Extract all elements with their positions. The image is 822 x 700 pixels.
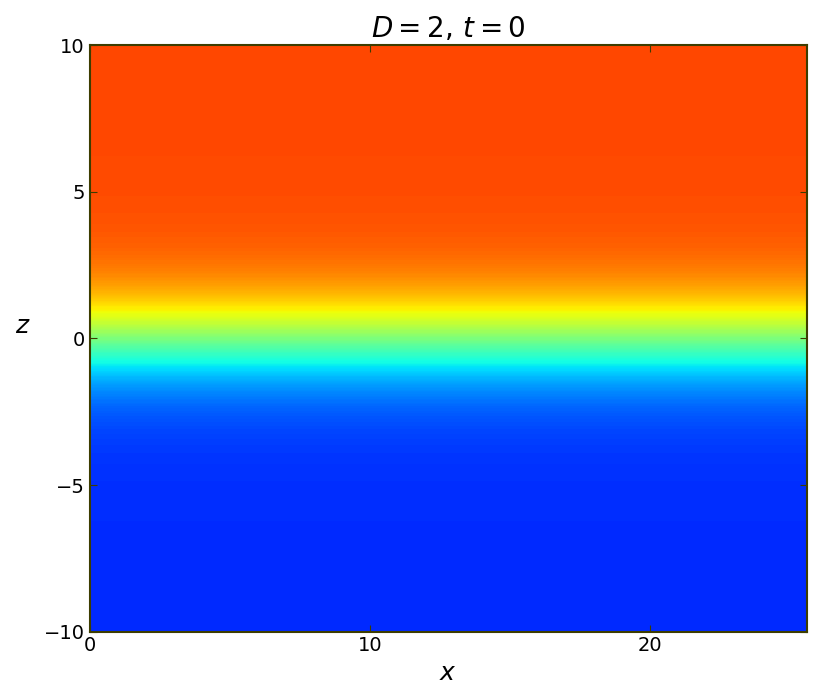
Title: $D = 2,\, t = 0$: $D = 2,\, t = 0$ [371,15,525,43]
X-axis label: $x$: $x$ [440,661,457,685]
Y-axis label: $z$: $z$ [15,314,30,339]
